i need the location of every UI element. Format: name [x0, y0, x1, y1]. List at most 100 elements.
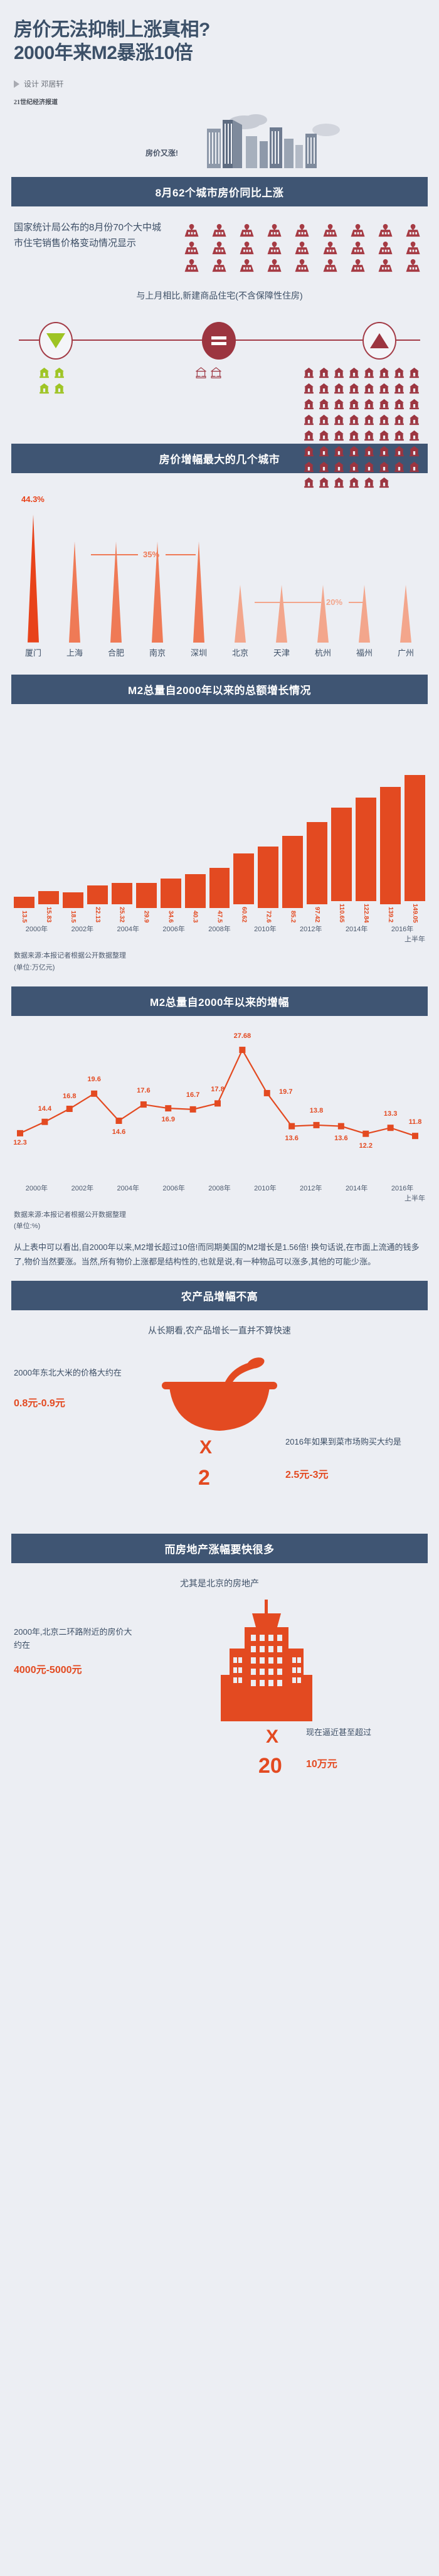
city-pin-icon: [179, 242, 204, 255]
year-axis-label: 2008年: [208, 1184, 231, 1192]
house-icon: [379, 430, 389, 441]
house-icon: [379, 398, 389, 410]
page-title-line2: 2000年来M2暴涨10倍: [14, 42, 193, 63]
house-icon: [349, 477, 359, 488]
price-down-node: [39, 322, 73, 360]
city-pin-icon: [207, 224, 231, 238]
m2-bar-column: 13.5: [14, 715, 34, 922]
city-pin-icon: [401, 259, 425, 273]
house-icon: [409, 383, 420, 394]
m2-bar-value: 18.5: [69, 910, 77, 923]
property-multiplier-value: 20: [258, 1753, 282, 1778]
house-icon: [349, 414, 359, 425]
city-pin-icon: [235, 224, 259, 238]
city-spike-bar: [13, 515, 54, 643]
house-icon-row: [304, 367, 420, 378]
m2-growth-value-label: 13.3: [383, 1109, 398, 1118]
house-icon: [304, 367, 314, 378]
leader-line: [255, 602, 321, 604]
m2-growth-value-label: 13.6: [334, 1135, 348, 1143]
rice-bowl-icon: [162, 1357, 277, 1431]
city-name-label: 福州: [356, 648, 373, 658]
house-icon: [334, 367, 344, 378]
city-spike-bar: [302, 585, 344, 643]
m2-bar-value: 22.13: [93, 907, 101, 923]
house-icon-row: [39, 367, 65, 378]
city-spike-bar: [261, 585, 302, 643]
section1-subnote: 与上月相比,新建商品住宅(不含保障性住房): [136, 291, 303, 301]
house-icon: [409, 367, 420, 378]
play-triangle-icon: [14, 80, 19, 88]
m2-growth-value-label: 27.68: [233, 1032, 251, 1040]
house-icon: [334, 398, 344, 410]
page-title-line1: 房价无法抑制上涨真相?: [14, 19, 210, 40]
house-icon: [364, 383, 374, 394]
house-icon: [379, 461, 389, 473]
m2-bar: [233, 853, 255, 905]
skyline-svg: [207, 114, 340, 169]
city-name-label: 杭州: [314, 648, 331, 658]
m2-bar-value: 13.5: [20, 910, 28, 923]
house-icon: [394, 446, 405, 457]
year-axis-label: 2006年: [162, 1184, 185, 1192]
m2-growth-value-label: 16.7: [186, 1091, 200, 1099]
city-pin-icon: [179, 259, 204, 273]
city-name-label: 合肥: [107, 648, 124, 658]
house-icon: [349, 398, 359, 410]
house-icon: [364, 367, 374, 378]
m2-bar: [380, 787, 401, 905]
m2-bar-value: 72.6: [265, 910, 272, 923]
house-icon: [304, 414, 314, 425]
house-icon-row: [304, 461, 420, 473]
infographic-page: 房价无法抑制上涨真相? 2000年来M2暴涨10倍 设计 邓居轩 21世纪经济报…: [0, 19, 439, 1778]
section4-banner: M2总量自2000年以来的增幅: [11, 986, 428, 1016]
price-up-node: [362, 322, 396, 360]
house-icon: [409, 446, 420, 457]
house-icon: [304, 398, 314, 410]
house-2000-label: 2000年,北京二环路附近的房价大约在: [14, 1627, 132, 1650]
m2-growth-value-label: 11.8: [408, 1118, 422, 1126]
city-pin-icon: [401, 242, 425, 255]
city-pin-icon: [207, 259, 231, 273]
m2-growth-value-label: 12.2: [359, 1142, 373, 1150]
city-spike-bar: [178, 542, 220, 643]
house-now-price: 10万元: [306, 1758, 337, 1770]
house-icon-row: [195, 367, 222, 378]
m2-bar-column: 97.42: [307, 715, 328, 922]
houses-up-group: [304, 367, 420, 493]
house-icon: [364, 446, 374, 457]
m2-growth-value-label: 14.4: [38, 1105, 52, 1113]
house-icon: [409, 398, 420, 410]
triangle-down-icon: [46, 333, 65, 349]
city-pin-icon: [262, 242, 287, 255]
skyline-illustration: 房价又涨!: [0, 109, 439, 169]
m2-bar: [405, 775, 425, 901]
year-axis-label: 2000年: [25, 926, 48, 934]
m2-bar-column: 15.83: [38, 715, 59, 922]
house-icon: [319, 383, 329, 394]
m2-bar-value: 29.9: [142, 910, 150, 923]
m2-bar: [331, 808, 352, 902]
city-spike-bar: [95, 542, 137, 643]
house-icon: [394, 383, 405, 394]
house-icon-row: [304, 398, 420, 410]
section1-banner: 8月62个城市房价同比上涨: [11, 177, 428, 207]
m2-bar-column: 29.9: [135, 715, 157, 923]
m2-bar-column: 110.65: [331, 715, 352, 922]
house-icon-row: [304, 446, 420, 457]
house-icon: [364, 398, 374, 410]
city-pin-icon: [401, 224, 425, 238]
year-axis-label: 2010年: [254, 1184, 277, 1192]
year-axis-label: 2016年: [391, 926, 414, 934]
city-name-label: 北京: [231, 648, 248, 658]
price-change-comparison: [0, 318, 439, 488]
leader-line: [166, 554, 196, 556]
m2-bar-value: 110.65: [338, 904, 346, 923]
city-value-label: 20%: [326, 597, 343, 607]
section5-lead: 从长期看,农产品增长一直并不算快速: [148, 1325, 291, 1335]
house-icon: [319, 430, 329, 441]
house-icon: [379, 446, 389, 457]
m2-bar: [282, 836, 304, 908]
city-name-label: 深圳: [190, 648, 207, 658]
house-icon-row: [304, 477, 420, 488]
